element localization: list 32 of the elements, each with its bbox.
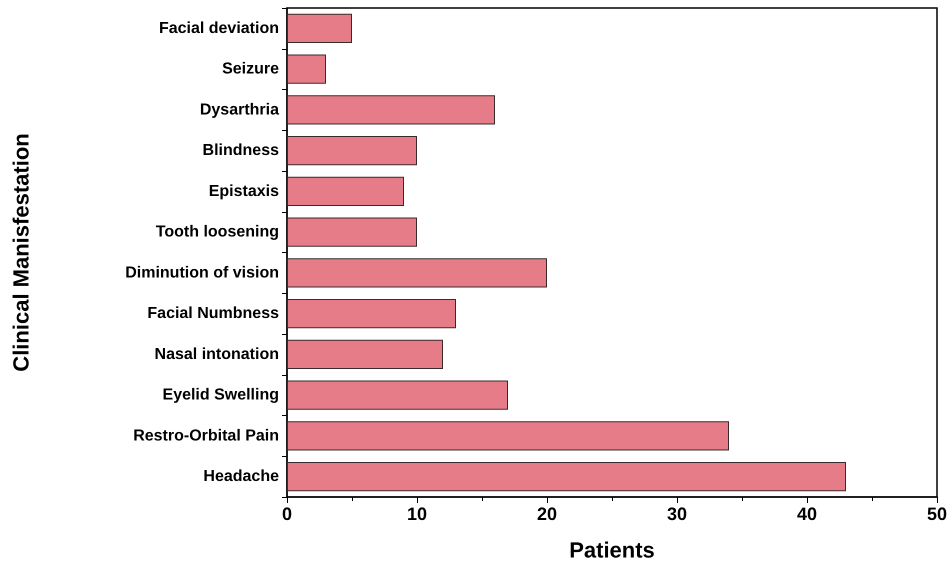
bar <box>287 95 495 125</box>
x-tick-label: 0 <box>282 504 292 524</box>
y-tick-label: Diminution of vision <box>125 264 279 282</box>
x-axis-title: Patients <box>569 538 655 562</box>
bar <box>287 340 443 370</box>
y-axis-title: Clinical Manisfestation <box>8 133 34 372</box>
bar <box>287 217 417 247</box>
y-tick-label: Eyelid Swelling <box>162 386 279 404</box>
bar <box>287 298 456 328</box>
bar <box>287 176 404 206</box>
y-tick-label: Nasal intonation <box>154 346 279 363</box>
x-tick-label: 50 <box>926 504 948 524</box>
bar <box>287 462 846 492</box>
bar <box>287 380 508 410</box>
bar <box>287 54 326 84</box>
y-tick-label: Headache <box>203 468 280 486</box>
bar <box>287 258 547 288</box>
y-tick-label: Epistaxis <box>208 182 280 200</box>
x-tick-label: 40 <box>796 504 818 524</box>
bar <box>287 136 417 166</box>
bar <box>287 14 352 44</box>
x-tick-label: 10 <box>406 504 428 524</box>
y-tick-label: Seizure <box>222 60 280 78</box>
y-tick-label: Dysarthria <box>200 101 280 118</box>
x-tick-label: 30 <box>666 504 688 524</box>
y-tick-label: Facial Numbness <box>147 305 280 322</box>
y-tick-label: Facial deviation <box>158 20 279 37</box>
y-tick-label: Blindness <box>202 142 280 160</box>
y-tick-label: Tooth loosening <box>156 224 279 241</box>
x-tick-label: 20 <box>536 504 558 524</box>
y-tick-label: Restro-Orbital Pain <box>133 427 279 444</box>
bar <box>287 421 729 451</box>
